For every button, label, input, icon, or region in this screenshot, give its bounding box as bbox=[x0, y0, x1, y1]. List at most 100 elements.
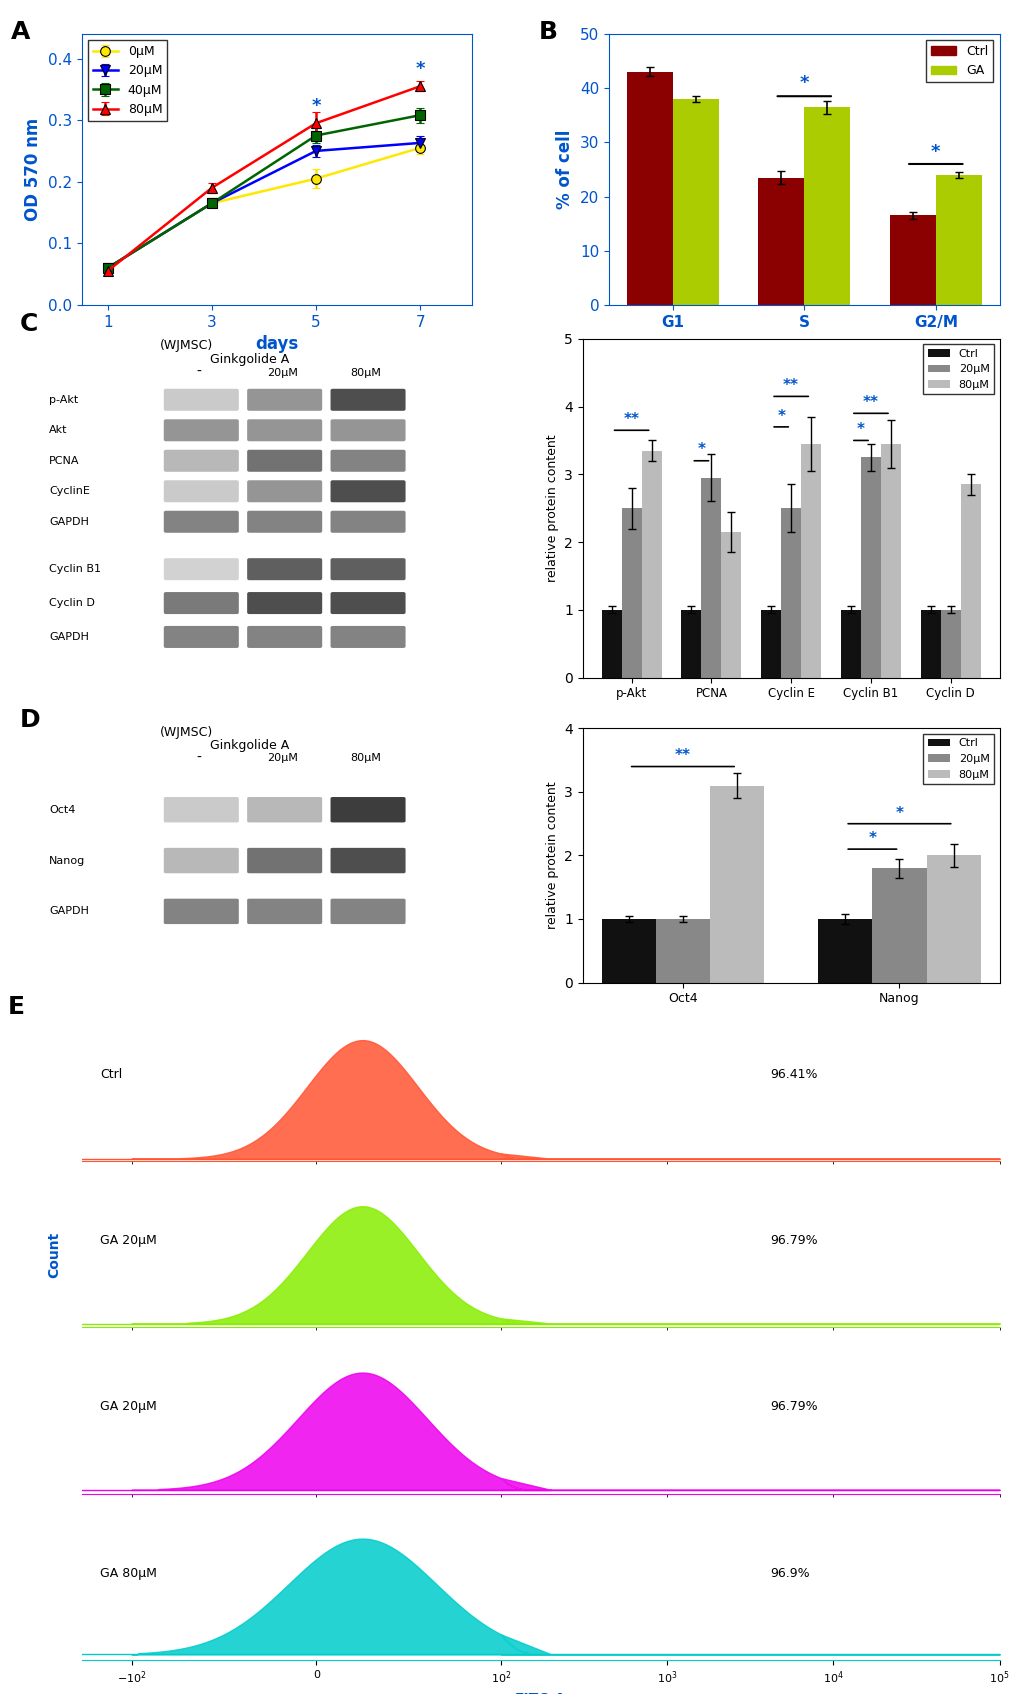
Bar bbox=[641, 451, 661, 678]
Text: (WJMSC): (WJMSC) bbox=[160, 727, 213, 739]
FancyBboxPatch shape bbox=[330, 479, 406, 501]
FancyBboxPatch shape bbox=[164, 449, 238, 471]
Text: A: A bbox=[11, 20, 31, 44]
Text: (WJMSC): (WJMSC) bbox=[160, 339, 213, 352]
Bar bbox=[920, 610, 940, 678]
FancyBboxPatch shape bbox=[164, 510, 238, 532]
Text: GA 20μM: GA 20μM bbox=[100, 1401, 157, 1413]
FancyBboxPatch shape bbox=[247, 388, 322, 410]
Bar bbox=[925, 855, 979, 983]
Text: 96.79%: 96.79% bbox=[769, 1401, 817, 1413]
Text: *: * bbox=[697, 442, 705, 457]
Bar bbox=[621, 508, 641, 678]
Text: *: * bbox=[799, 75, 808, 91]
X-axis label: FITC-A: FITC-A bbox=[515, 1692, 566, 1694]
Text: GAPDH: GAPDH bbox=[49, 906, 89, 916]
FancyBboxPatch shape bbox=[330, 847, 406, 874]
Text: GAPDH: GAPDH bbox=[49, 632, 89, 642]
FancyBboxPatch shape bbox=[330, 798, 406, 822]
Text: 20μM: 20μM bbox=[267, 368, 298, 378]
Text: Akt: Akt bbox=[49, 425, 67, 435]
Legend: Ctrl, 20μM, 80μM: Ctrl, 20μM, 80μM bbox=[922, 734, 994, 784]
Text: PCNA: PCNA bbox=[49, 456, 79, 466]
Bar bbox=[889, 215, 934, 305]
FancyBboxPatch shape bbox=[164, 627, 238, 647]
Bar bbox=[940, 610, 960, 678]
Bar bbox=[681, 610, 701, 678]
Text: *: * bbox=[776, 408, 785, 424]
FancyBboxPatch shape bbox=[164, 557, 238, 579]
Legend: Ctrl, 20μM, 80μM: Ctrl, 20μM, 80μM bbox=[922, 344, 994, 395]
FancyBboxPatch shape bbox=[247, 847, 322, 874]
Text: C: C bbox=[20, 312, 39, 335]
Bar bbox=[701, 478, 720, 678]
Legend: Ctrl, GA: Ctrl, GA bbox=[925, 41, 993, 83]
FancyBboxPatch shape bbox=[330, 627, 406, 647]
Text: 96.9%: 96.9% bbox=[769, 1567, 809, 1581]
Text: Cyclin D: Cyclin D bbox=[49, 598, 95, 608]
Text: 20μM: 20μM bbox=[267, 754, 298, 764]
Y-axis label: Count: Count bbox=[47, 1232, 61, 1279]
Bar bbox=[760, 610, 781, 678]
Bar bbox=[934, 174, 981, 305]
Text: 80μM: 80μM bbox=[351, 754, 381, 764]
Bar bbox=[709, 786, 763, 983]
Bar bbox=[655, 918, 709, 983]
Bar bbox=[601, 918, 655, 983]
Text: 96.41%: 96.41% bbox=[769, 1067, 817, 1081]
FancyBboxPatch shape bbox=[164, 388, 238, 410]
Bar bbox=[880, 444, 900, 678]
FancyBboxPatch shape bbox=[330, 388, 406, 410]
Bar bbox=[781, 508, 800, 678]
Text: p-Akt: p-Akt bbox=[49, 395, 78, 405]
Bar bbox=[601, 610, 621, 678]
Bar bbox=[860, 457, 880, 678]
Text: Ginkgolide A: Ginkgolide A bbox=[209, 352, 288, 366]
Bar bbox=[960, 484, 979, 678]
Text: GA 20μM: GA 20μM bbox=[100, 1235, 157, 1247]
Text: *: * bbox=[856, 422, 864, 437]
FancyBboxPatch shape bbox=[164, 418, 238, 440]
Legend: 0μM, 20μM, 40μM, 80μM: 0μM, 20μM, 40μM, 80μM bbox=[88, 41, 167, 120]
Text: **: ** bbox=[783, 378, 798, 393]
FancyBboxPatch shape bbox=[247, 479, 322, 501]
FancyBboxPatch shape bbox=[330, 449, 406, 471]
Y-axis label: OD 570 nm: OD 570 nm bbox=[24, 119, 42, 220]
Text: *: * bbox=[311, 97, 320, 115]
Text: 96.79%: 96.79% bbox=[769, 1235, 817, 1247]
Text: E: E bbox=[8, 994, 25, 1018]
Text: GA 80μM: GA 80μM bbox=[100, 1567, 157, 1581]
FancyBboxPatch shape bbox=[247, 898, 322, 925]
Bar bbox=[626, 71, 673, 305]
Text: -: - bbox=[197, 366, 202, 379]
FancyBboxPatch shape bbox=[164, 898, 238, 925]
X-axis label: days: days bbox=[255, 335, 299, 352]
FancyBboxPatch shape bbox=[330, 591, 406, 613]
FancyBboxPatch shape bbox=[247, 418, 322, 440]
Text: Ctrl: Ctrl bbox=[100, 1067, 122, 1081]
Bar bbox=[673, 98, 718, 305]
Bar bbox=[804, 107, 850, 305]
FancyBboxPatch shape bbox=[247, 798, 322, 822]
FancyBboxPatch shape bbox=[164, 847, 238, 874]
Bar bbox=[817, 918, 871, 983]
Bar bbox=[757, 178, 804, 305]
FancyBboxPatch shape bbox=[247, 557, 322, 579]
FancyBboxPatch shape bbox=[247, 627, 322, 647]
FancyBboxPatch shape bbox=[247, 591, 322, 613]
Bar bbox=[871, 867, 925, 983]
Text: *: * bbox=[867, 832, 875, 845]
Text: CyclinE: CyclinE bbox=[49, 486, 90, 496]
Text: *: * bbox=[895, 806, 903, 820]
FancyBboxPatch shape bbox=[247, 449, 322, 471]
FancyBboxPatch shape bbox=[164, 591, 238, 613]
Text: **: ** bbox=[862, 395, 878, 410]
Text: D: D bbox=[20, 708, 41, 732]
FancyBboxPatch shape bbox=[247, 510, 322, 532]
Bar bbox=[720, 532, 741, 678]
Text: Oct4: Oct4 bbox=[49, 805, 75, 815]
FancyBboxPatch shape bbox=[330, 898, 406, 925]
Y-axis label: relative protein content: relative protein content bbox=[545, 781, 558, 930]
Y-axis label: % of cell: % of cell bbox=[555, 130, 574, 208]
Bar bbox=[841, 610, 860, 678]
